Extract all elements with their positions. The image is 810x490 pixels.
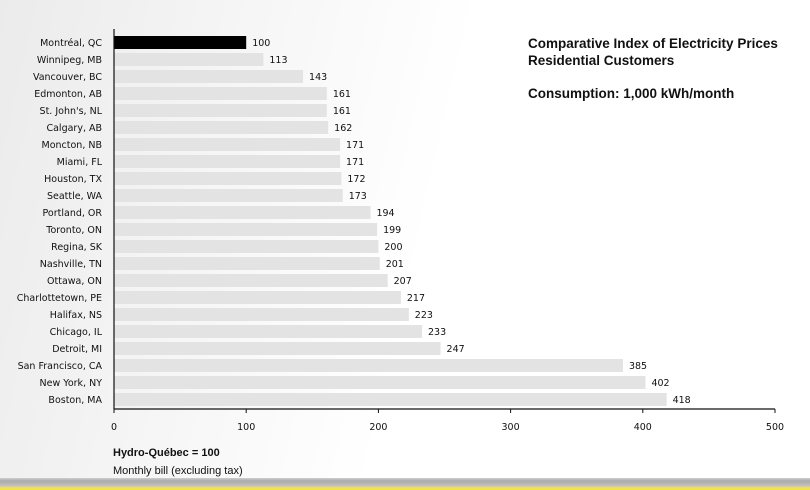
value-label-10: 194 <box>376 208 394 219</box>
bar-2 <box>114 70 304 83</box>
category-label-11: Toronto, ON <box>45 225 102 236</box>
value-label-6: 171 <box>346 140 364 151</box>
value-label-3: 161 <box>333 89 351 100</box>
bar-11 <box>114 223 378 236</box>
value-label-15: 217 <box>407 293 425 304</box>
category-label-19: San Francisco, CA <box>18 361 103 372</box>
bar-9 <box>114 189 343 202</box>
x-tick-label-2: 200 <box>369 422 387 433</box>
category-label-7: Miami, FL <box>57 157 103 168</box>
category-label-3: Edmonton, AB <box>34 89 102 100</box>
value-label-11: 199 <box>383 225 401 236</box>
value-label-8: 172 <box>347 174 365 185</box>
value-label-21: 418 <box>673 395 691 406</box>
category-label-9: Seattle, WA <box>47 191 103 202</box>
value-label-14: 207 <box>394 276 412 287</box>
chart-title: Comparative Index of Electricity Prices … <box>528 35 778 69</box>
x-tick-label-4: 400 <box>634 422 652 433</box>
category-label-17: Chicago, IL <box>50 327 103 338</box>
category-label-20: New York, NY <box>40 378 103 389</box>
reference-note: Hydro-Québec = 100 <box>113 447 220 459</box>
value-label-16: 223 <box>415 310 433 321</box>
value-label-1: 113 <box>269 55 287 66</box>
category-label-5: Calgary, AB <box>46 123 102 134</box>
bottom-band <box>0 478 810 490</box>
value-label-19: 385 <box>629 361 647 372</box>
bar-8 <box>114 172 342 185</box>
category-label-4: St. John's, NL <box>40 106 103 117</box>
bar-17 <box>114 325 423 338</box>
category-label-2: Vancouver, BC <box>33 72 102 83</box>
value-label-5: 162 <box>334 123 352 134</box>
value-label-2: 143 <box>309 72 327 83</box>
category-label-1: Winnipeg, MB <box>37 55 102 66</box>
bar-5 <box>114 121 329 134</box>
chart-title-line-2: Residential Customers <box>528 53 675 68</box>
bar-10 <box>114 206 371 219</box>
x-tick-label-3: 300 <box>502 422 520 433</box>
value-label-9: 173 <box>349 191 367 202</box>
bar-0 <box>114 36 247 49</box>
x-tick-label-0: 0 <box>111 422 117 433</box>
bar-16 <box>114 308 409 321</box>
category-label-0: Montréal, QC <box>40 38 102 49</box>
category-label-21: Boston, MA <box>48 395 102 406</box>
category-label-14: Ottawa, ON <box>47 276 102 287</box>
category-label-12: Regina, SK <box>51 242 103 253</box>
x-tick-label-1: 100 <box>237 422 255 433</box>
value-label-18: 247 <box>447 344 465 355</box>
category-label-18: Detroit, MI <box>52 344 102 355</box>
value-label-17: 233 <box>428 327 446 338</box>
bar-6 <box>114 138 341 151</box>
bar-15 <box>114 291 401 304</box>
value-label-13: 201 <box>386 259 404 270</box>
category-label-8: Houston, TX <box>44 174 102 185</box>
bar-3 <box>114 87 327 100</box>
value-label-12: 200 <box>384 242 402 253</box>
bar-21 <box>114 393 667 406</box>
bar-13 <box>114 257 380 270</box>
bar-19 <box>114 359 623 372</box>
x-tick-label-5: 500 <box>766 422 784 433</box>
bar-14 <box>114 274 388 287</box>
category-label-15: Charlottetown, PE <box>17 293 102 304</box>
bar-1 <box>114 53 264 66</box>
category-label-13: Nashville, TN <box>40 259 102 270</box>
value-label-7: 171 <box>346 157 364 168</box>
chart-subtitle: Consumption: 1,000 kWh/month <box>528 86 735 101</box>
bar-12 <box>114 240 379 253</box>
bar-4 <box>114 104 327 117</box>
value-label-4: 161 <box>333 106 351 117</box>
category-label-16: Halifax, NS <box>50 310 102 321</box>
bill-note: Monthly bill (excluding tax) <box>113 465 243 477</box>
category-label-6: Moncton, NB <box>42 140 102 151</box>
value-label-20: 402 <box>651 378 669 389</box>
bar-18 <box>114 342 441 355</box>
category-label-10: Portland, OR <box>43 208 103 219</box>
bar-20 <box>114 376 646 389</box>
value-label-0: 100 <box>252 38 270 49</box>
chart-title-line-1: Comparative Index of Electricity Prices <box>528 36 778 51</box>
bar-7 <box>114 155 341 168</box>
